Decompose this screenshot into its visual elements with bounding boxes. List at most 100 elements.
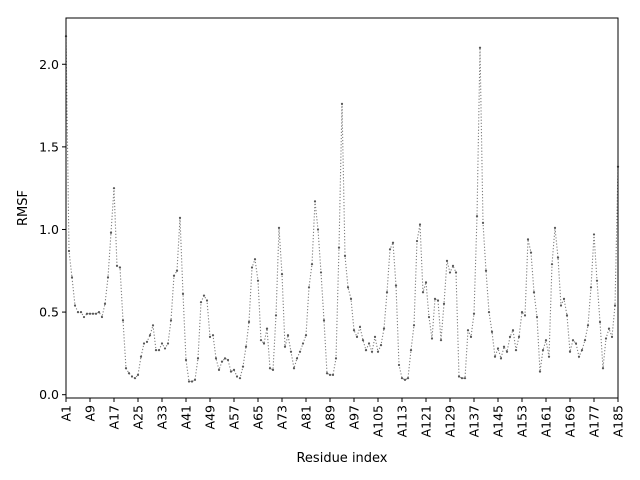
data-point [583, 339, 587, 342]
data-point [451, 264, 455, 267]
x-tick-label: A169 [563, 405, 578, 437]
data-point [301, 342, 305, 345]
data-point [127, 372, 131, 375]
data-point [262, 342, 266, 345]
x-tick-label: A41 [179, 405, 194, 429]
data-point [130, 375, 134, 378]
data-point [439, 339, 443, 342]
data-point [613, 304, 617, 307]
data-point [76, 310, 80, 314]
data-point [607, 327, 611, 330]
data-point [136, 373, 140, 376]
data-point [91, 312, 95, 315]
y-axis-ticks: 0.0 0.5 1.0 1.5 2.0 [39, 57, 66, 402]
data-point [139, 355, 143, 358]
x-tick-label: A65 [251, 405, 266, 429]
data-point [304, 334, 308, 337]
data-point [391, 241, 395, 244]
data-point [148, 334, 152, 337]
data-point [487, 310, 491, 314]
data-point [376, 350, 380, 353]
x-tick-label: A121 [419, 405, 434, 437]
data-point [532, 291, 536, 294]
data-point [490, 330, 494, 334]
data-point [283, 345, 287, 348]
x-tick-label: A81 [299, 405, 314, 429]
data-point [253, 258, 257, 261]
data-point [337, 246, 341, 249]
data-point [571, 339, 575, 342]
data-point [424, 281, 428, 284]
data-point [523, 314, 527, 317]
data-point [457, 375, 461, 378]
data-point [133, 377, 137, 380]
x-tick-label: A153 [515, 405, 530, 437]
data-point [556, 256, 560, 259]
data-point [331, 373, 335, 376]
x-tick-label: A145 [491, 405, 506, 437]
data-point [220, 360, 224, 363]
data-point [115, 264, 119, 267]
data-point [418, 223, 422, 226]
data-point [373, 335, 377, 338]
data-point [469, 335, 473, 338]
data-point [565, 314, 569, 317]
data-point [364, 348, 368, 352]
data-point [442, 302, 446, 305]
data-point [496, 347, 500, 350]
data-point [85, 312, 89, 315]
data-point [247, 320, 251, 324]
x-tick-label: A33 [155, 405, 170, 429]
data-point [259, 339, 263, 342]
data-point [289, 350, 293, 353]
data-point [409, 348, 413, 352]
data-point [361, 339, 365, 342]
data-point [67, 249, 71, 253]
data-point [205, 299, 209, 302]
data-point [346, 286, 350, 289]
data-point [385, 291, 389, 294]
x-tick-label: A129 [443, 405, 458, 437]
data-point [499, 357, 503, 360]
data-point [226, 358, 230, 362]
data-point [415, 239, 419, 243]
x-tick-label: A161 [539, 405, 554, 437]
x-tick-label: A17 [107, 405, 122, 429]
x-tick-label: A57 [227, 405, 242, 429]
data-point [217, 368, 221, 372]
data-point [187, 380, 191, 383]
data-point [268, 367, 272, 370]
x-tick-label: A25 [131, 405, 146, 429]
data-point [274, 314, 278, 317]
data-point [310, 263, 314, 266]
data-point [79, 310, 83, 314]
data-point [100, 315, 104, 319]
data-point [388, 248, 392, 251]
data-point [568, 350, 572, 353]
data-point [553, 226, 557, 229]
data-point [154, 348, 158, 352]
data-point [82, 315, 86, 319]
data-point [547, 355, 551, 358]
data-point [445, 259, 449, 262]
data-point [463, 377, 467, 380]
data-point [382, 327, 386, 330]
data-point [166, 342, 170, 345]
data-point [352, 329, 356, 332]
data-point [508, 335, 512, 338]
x-tick-label: A177 [587, 405, 602, 437]
y-tick-label: 2.0 [39, 57, 59, 72]
data-point [520, 310, 524, 314]
data-point [271, 368, 275, 372]
data-point [343, 254, 347, 258]
data-point [436, 299, 440, 302]
data-point [70, 276, 74, 279]
data-point [184, 358, 188, 362]
data-point [208, 335, 212, 338]
x-tick-label: A185 [611, 405, 626, 437]
data-point [295, 357, 299, 360]
data-point [178, 216, 182, 220]
data-point [169, 319, 173, 322]
data-point [265, 327, 269, 330]
